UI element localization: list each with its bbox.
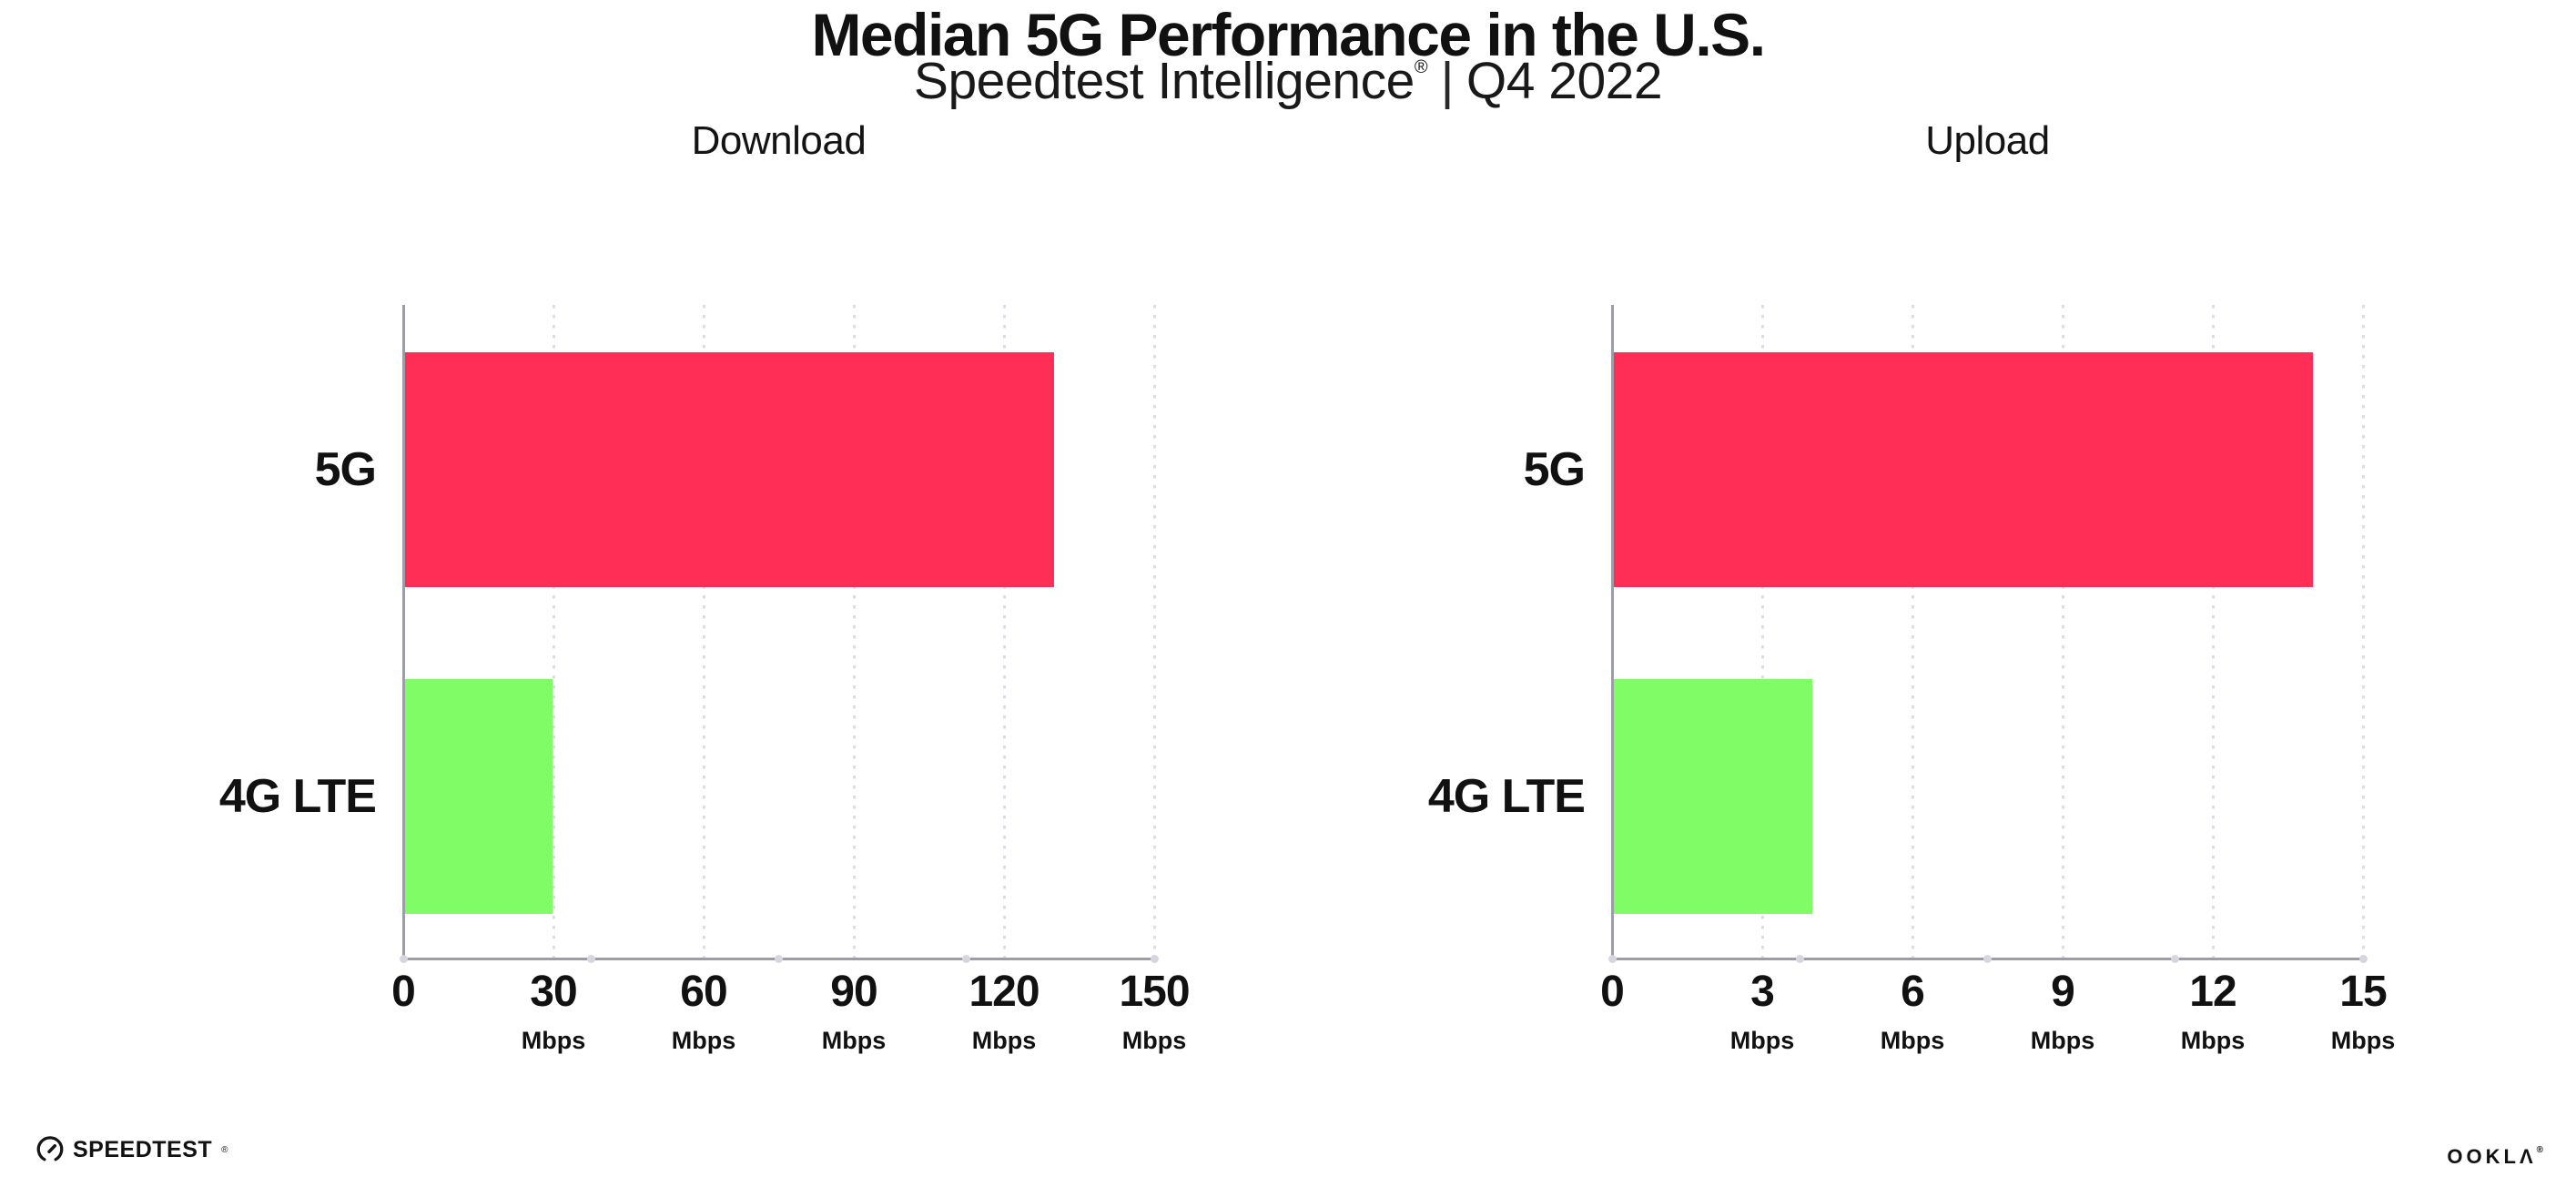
speedtest-wordmark: SPEEDTEST <box>73 1136 213 1162</box>
axis-tick-dot <box>1607 954 1617 963</box>
category-label: 5G <box>1523 443 1586 496</box>
x-tick-label: 150 <box>1119 968 1190 1016</box>
x-tick-unit-label: Mbps <box>1729 1027 1795 1054</box>
x-tick-unit-label: Mbps <box>1880 1027 1945 1054</box>
x-tick-unit-label: Mbps <box>1121 1027 1187 1054</box>
axis-tick-dot <box>962 954 971 963</box>
x-tick-label: 9 <box>2051 968 2075 1016</box>
x-tick-label: 6 <box>1901 968 1925 1016</box>
x-tick-unit-label: Mbps <box>821 1027 887 1054</box>
x-tick-label: 120 <box>969 968 1040 1016</box>
y-axis-spine <box>1610 305 1614 959</box>
x-tick-label: 60 <box>680 968 727 1016</box>
x-tick-unit-label: Mbps <box>2330 1027 2396 1054</box>
speedtest-gauge-icon <box>36 1136 64 1163</box>
subtitle-period: Q4 2022 <box>1465 52 1663 110</box>
x-tick-label: 3 <box>1750 968 1775 1016</box>
axis-tick-dot <box>1983 954 1992 963</box>
x-tick-label: 90 <box>830 968 877 1016</box>
gridline <box>1760 305 1764 959</box>
x-tick-unit-label: Mbps <box>2030 1027 2095 1054</box>
bar-5g <box>403 352 1054 587</box>
bar-4g-lte <box>1612 679 1812 914</box>
x-tick-unit-label: Mbps <box>971 1027 1037 1054</box>
gridline <box>1911 305 1914 959</box>
registered-mark-icon: ® <box>2536 1145 2547 1155</box>
x-tick-label: 0 <box>391 968 416 1016</box>
x-tick-label: 0 <box>1600 968 1625 1016</box>
registered-mark-icon: ® <box>1414 57 1428 77</box>
gridline <box>552 305 555 959</box>
x-tick-label: 12 <box>2189 968 2236 1016</box>
axis-tick-dot <box>1795 954 1804 963</box>
subtitle-separator: | <box>1440 52 1455 110</box>
gridline <box>2211 305 2215 959</box>
category-label: 5G <box>314 443 377 496</box>
x-tick-label: 30 <box>530 968 577 1016</box>
bar-4g-lte <box>403 679 553 914</box>
page-subtitle: Speedtest Intelligence® | Q4 2022 <box>0 52 2576 110</box>
page-title: Median 5G Performance in the U.S. <box>811 1 1766 68</box>
gridline <box>1152 305 1156 959</box>
bar-5g <box>1612 352 2313 587</box>
chart-title: Download <box>691 118 867 163</box>
axis-tick-dot <box>2358 954 2368 963</box>
axis-tick-dot <box>1150 954 1159 963</box>
gridline <box>2361 305 2365 959</box>
gridline <box>2061 305 2064 959</box>
x-tick-unit-label: Mbps <box>521 1027 586 1054</box>
category-label: 4G LTE <box>218 770 377 823</box>
axis-tick-dot <box>2171 954 2180 963</box>
x-tick-unit-label: Mbps <box>2180 1027 2246 1054</box>
x-tick-unit-label: Mbps <box>671 1027 736 1054</box>
chart-title: Upload <box>1925 118 2050 163</box>
speedtest-logo: SPEEDTEST ® <box>36 1136 228 1163</box>
gridline <box>1002 305 1006 959</box>
y-axis-spine <box>401 305 405 959</box>
category-label: 4G LTE <box>1427 770 1586 823</box>
subtitle-brand: Speedtest Intelligence <box>913 52 1415 110</box>
gridline <box>852 305 856 959</box>
axis-tick-dot <box>586 954 595 963</box>
axis-tick-dot <box>775 954 783 963</box>
ookla-wordmark: OOKLΛ <box>2447 1145 2537 1168</box>
axis-tick-dot <box>399 954 408 963</box>
gridline <box>702 305 705 959</box>
x-tick-label: 15 <box>2339 968 2387 1016</box>
ookla-logo: OOKLΛ® <box>2447 1145 2547 1169</box>
registered-mark-icon: ® <box>221 1144 228 1155</box>
